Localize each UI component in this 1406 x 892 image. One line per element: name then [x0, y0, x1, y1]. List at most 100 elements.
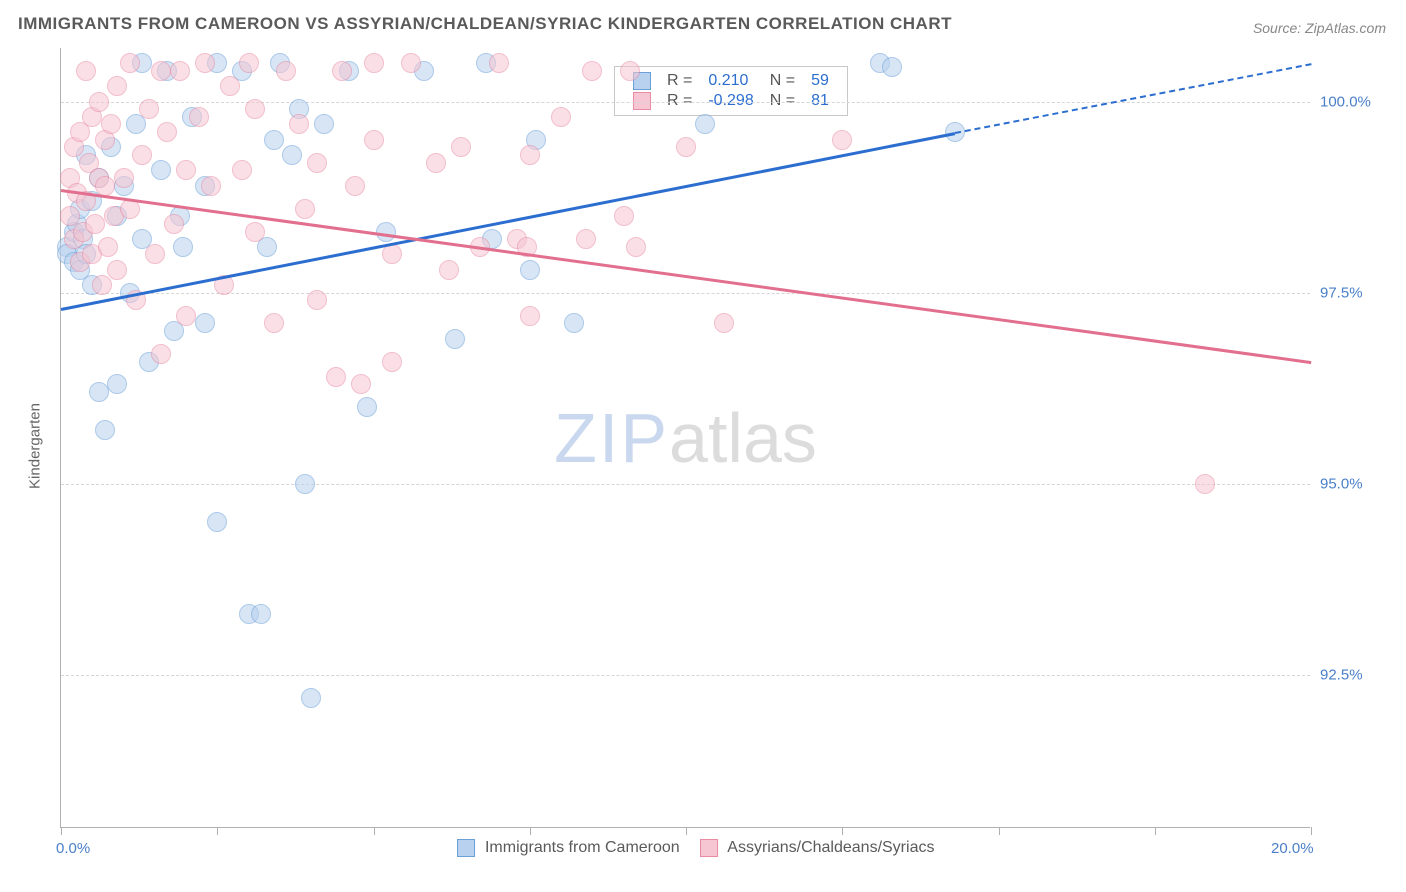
data-point-assyrian [132, 145, 152, 165]
data-point-assyrian [345, 176, 365, 196]
data-point-assyrian [85, 214, 105, 234]
data-point-cameroon [314, 114, 334, 134]
data-point-assyrian [551, 107, 571, 127]
x-end-label: 20.0% [1271, 840, 1314, 857]
watermark-part-2: atlas [669, 399, 817, 477]
data-point-cameroon [173, 237, 193, 257]
legend-n-label: N = [762, 71, 803, 91]
data-point-assyrian [107, 260, 127, 280]
y-tick-label: 92.5% [1320, 667, 1390, 684]
data-point-assyrian [145, 244, 165, 264]
gridline-h [61, 293, 1310, 294]
data-point-assyrian [307, 290, 327, 310]
data-point-assyrian [107, 76, 127, 96]
x-end-label: 0.0% [56, 840, 90, 857]
data-point-assyrian [364, 130, 384, 150]
correlation-chart: IMMIGRANTS FROM CAMEROON VS ASSYRIAN/CHA… [0, 0, 1406, 892]
x-tick [530, 827, 531, 835]
data-point-cameroon [376, 222, 396, 242]
data-point-assyrian [151, 344, 171, 364]
legend-r-value: 0.210 [700, 71, 761, 91]
data-point-assyrian [614, 206, 634, 226]
data-point-cameroon [107, 374, 127, 394]
x-tick [61, 827, 62, 835]
data-point-assyrian [276, 61, 296, 81]
y-tick-label: 95.0% [1320, 475, 1390, 492]
data-point-assyrian [714, 313, 734, 333]
x-tick [1155, 827, 1156, 835]
x-tick [842, 827, 843, 835]
data-point-assyrian [239, 53, 259, 73]
trend-line [61, 132, 955, 310]
data-point-cameroon [95, 420, 115, 440]
data-point-assyrian [451, 137, 471, 157]
data-point-assyrian [170, 61, 190, 81]
data-point-assyrian [576, 229, 596, 249]
data-point-assyrian [101, 114, 121, 134]
legend-n-value: 59 [803, 71, 837, 91]
data-point-assyrian [92, 275, 112, 295]
source-attribution: Source: ZipAtlas.com [1253, 20, 1386, 36]
data-point-cameroon [195, 313, 215, 333]
data-point-cameroon [301, 688, 321, 708]
data-point-assyrian [157, 122, 177, 142]
x-tick [374, 827, 375, 835]
data-point-assyrian [98, 237, 118, 257]
data-point-assyrian [582, 61, 602, 81]
data-point-assyrian [382, 244, 402, 264]
legend-swatch [700, 839, 718, 857]
legend-bottom: Immigrants from Cameroon Assyrians/Chald… [437, 839, 935, 857]
plot-area: ZIPatlas R =0.210N =59R =-0.298N =81 Imm… [60, 48, 1310, 828]
data-point-assyrian [832, 130, 852, 150]
chart-title: IMMIGRANTS FROM CAMEROON VS ASSYRIAN/CHA… [18, 14, 952, 34]
data-point-assyrian [307, 153, 327, 173]
data-point-assyrian [195, 53, 215, 73]
data-point-cameroon [251, 604, 271, 624]
data-point-assyrian [620, 61, 640, 81]
data-point-assyrian [232, 160, 252, 180]
data-point-assyrian [176, 306, 196, 326]
data-point-assyrian [76, 61, 96, 81]
data-point-assyrian [626, 237, 646, 257]
legend-r-label: R = [659, 71, 700, 91]
data-point-cameroon [882, 57, 902, 77]
y-tick-label: 97.5% [1320, 284, 1390, 301]
data-point-assyrian [364, 53, 384, 73]
data-point-cameroon [357, 397, 377, 417]
data-point-assyrian [401, 53, 421, 73]
data-point-assyrian [176, 160, 196, 180]
data-point-cameroon [295, 474, 315, 494]
data-point-assyrian [439, 260, 459, 280]
y-axis-label: Kindergarten [27, 403, 44, 489]
data-point-assyrian [189, 107, 209, 127]
data-point-assyrian [520, 306, 540, 326]
data-point-assyrian [245, 222, 265, 242]
data-point-assyrian [114, 168, 134, 188]
trend-line-extrapolated [955, 63, 1312, 134]
data-point-assyrian [289, 114, 309, 134]
data-point-assyrian [164, 214, 184, 234]
data-point-assyrian [351, 374, 371, 394]
x-tick [686, 827, 687, 835]
data-point-assyrian [95, 176, 115, 196]
data-point-cameroon [282, 145, 302, 165]
data-point-cameroon [264, 130, 284, 150]
data-point-cameroon [695, 114, 715, 134]
data-point-assyrian [326, 367, 346, 387]
data-point-assyrian [1195, 474, 1215, 494]
data-point-assyrian [151, 61, 171, 81]
data-point-cameroon [564, 313, 584, 333]
data-point-cameroon [207, 512, 227, 532]
y-tick-label: 100.0% [1320, 93, 1390, 110]
legend-stats-table: R =0.210N =59R =-0.298N =81 [625, 71, 837, 111]
data-point-assyrian [295, 199, 315, 219]
data-point-assyrian [89, 92, 109, 112]
data-point-assyrian [676, 137, 696, 157]
data-point-assyrian [426, 153, 446, 173]
data-point-assyrian [382, 352, 402, 372]
data-point-cameroon [151, 160, 171, 180]
data-point-assyrian [220, 76, 240, 96]
data-point-assyrian [139, 99, 159, 119]
data-point-assyrian [520, 145, 540, 165]
watermark-part-1: ZIP [554, 399, 669, 477]
